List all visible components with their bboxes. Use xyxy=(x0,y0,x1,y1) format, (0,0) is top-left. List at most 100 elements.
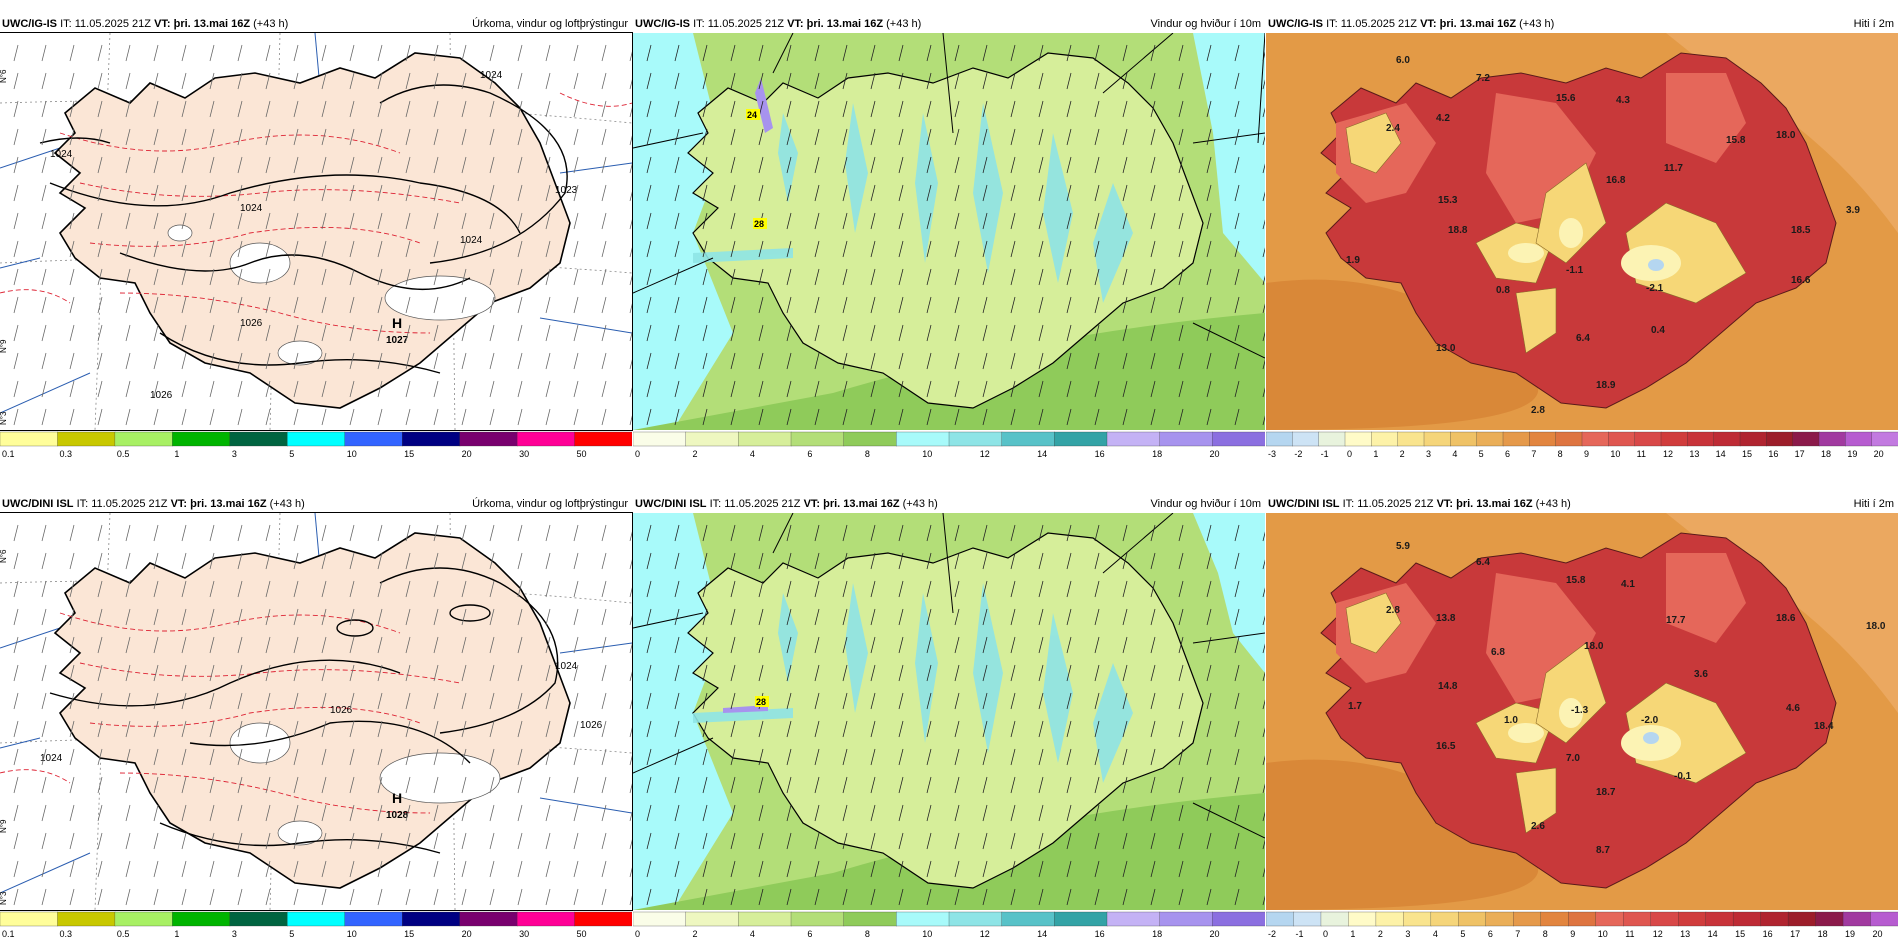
colorbar-swatch xyxy=(1212,431,1265,447)
wind-arrow xyxy=(545,184,551,202)
wind-arrow xyxy=(814,636,820,654)
wind-arrow xyxy=(1206,832,1212,850)
wind-arrow xyxy=(265,636,271,654)
wind-arrow xyxy=(1038,268,1044,286)
colorbar-label: 19 xyxy=(1845,929,1855,939)
wind-arrow xyxy=(293,72,299,90)
temperature-value: 6.8 xyxy=(1491,647,1505,658)
wind-arrow xyxy=(181,240,187,258)
wind-arrow xyxy=(545,268,551,286)
wind-arrow xyxy=(814,608,820,626)
wind-arrow xyxy=(41,352,47,370)
colorbar-swatch xyxy=(57,911,116,927)
temperature-value: 2.4 xyxy=(1386,123,1400,134)
wind-arrow xyxy=(814,296,820,314)
colorbar-swatch xyxy=(790,911,845,927)
wind-arrow xyxy=(97,324,103,342)
wind-arrow xyxy=(758,352,764,370)
wind-arrow xyxy=(601,72,607,90)
wind-arrow xyxy=(321,408,327,426)
colorbar-swatch xyxy=(574,911,632,927)
wind-arrow xyxy=(237,832,243,850)
wind-arrow xyxy=(573,268,579,286)
wind-arrow xyxy=(842,156,848,174)
wind-arrow xyxy=(1010,156,1016,174)
model-name: UWC/IG-IS xyxy=(635,18,690,30)
wind-arrow xyxy=(125,748,131,766)
wind-arrow xyxy=(758,608,764,626)
wind-arrow xyxy=(926,296,932,314)
wind-arrow xyxy=(1262,895,1265,906)
isobar-label: 1024 xyxy=(480,70,503,81)
wind-arrow xyxy=(1010,608,1016,626)
wind-arrow xyxy=(265,608,271,626)
wind-arrow xyxy=(1234,100,1240,118)
wind-arrow xyxy=(1206,44,1212,62)
wind-arrow xyxy=(1094,352,1100,370)
wind-arrow xyxy=(1122,128,1128,146)
wind-arrow xyxy=(1150,352,1156,370)
it-label: IT: xyxy=(1326,18,1338,30)
wind-arrow xyxy=(730,408,736,426)
wind-arrow xyxy=(982,860,988,878)
wind-arrow xyxy=(545,100,551,118)
wind-arrow xyxy=(517,608,523,626)
wind-arrow xyxy=(377,580,383,598)
wind-arrow xyxy=(758,184,764,202)
wind-arrow xyxy=(573,324,579,342)
wind-arrow xyxy=(573,408,579,426)
wind-arrow xyxy=(870,184,876,202)
wind-arrow xyxy=(1010,720,1016,738)
wind-arrow xyxy=(153,128,159,146)
temperature-value: 6.0 xyxy=(1396,55,1410,66)
wind-arrow xyxy=(1262,531,1265,542)
wind-arrow xyxy=(1234,832,1240,850)
colorbar-label: 12 xyxy=(980,929,990,939)
wind-arrow xyxy=(265,748,271,766)
wind-arrow xyxy=(1234,776,1240,794)
wind-arrow xyxy=(1178,524,1184,542)
wind-arrow xyxy=(629,643,632,654)
temperature-value: 16.8 xyxy=(1606,175,1626,186)
colorbar-label: 0.3 xyxy=(59,929,72,939)
wind-arrow xyxy=(209,240,215,258)
colorbar-swatch xyxy=(1787,911,1817,927)
colorbar-label: 17 xyxy=(1795,449,1805,459)
wind-arrow xyxy=(405,128,411,146)
wind-arrow xyxy=(1038,324,1044,342)
temperature-value: -0.1 xyxy=(1674,771,1692,782)
wind-arrow xyxy=(265,184,271,202)
colorbar-label: 5 xyxy=(1479,449,1484,459)
wind-arrow xyxy=(461,352,467,370)
temperature-value: 15.3 xyxy=(1438,195,1458,206)
wind-arrow xyxy=(870,580,876,598)
temperature-labels: 6.07.22.44.215.6 4.315.8 18.016.811.715.31… xyxy=(1346,55,1860,416)
colorbar-swatch xyxy=(1266,431,1293,447)
colorbar-swatch xyxy=(1650,911,1679,927)
colorbar-label: 0.3 xyxy=(59,449,72,459)
colorbar-swatch xyxy=(1344,431,1372,447)
wind-arrow xyxy=(786,296,792,314)
wind-arrow xyxy=(153,184,159,202)
colorbar-label: 4 xyxy=(1452,449,1457,459)
wind-arrow xyxy=(41,832,47,850)
wind-arrow xyxy=(1150,408,1156,426)
wind-arrow xyxy=(265,380,271,398)
wind-arrow xyxy=(489,184,495,202)
wind-arrow xyxy=(1206,720,1212,738)
wind-arrow xyxy=(489,664,495,682)
wind-arrow xyxy=(461,156,467,174)
wind-arrow xyxy=(1122,804,1128,822)
wind-arrow xyxy=(573,776,579,794)
wind-arrow xyxy=(1038,408,1044,426)
wind-arrow xyxy=(377,380,383,398)
wind-arrow xyxy=(730,128,736,146)
wind-arrow xyxy=(870,352,876,370)
wind-arrow xyxy=(1206,128,1212,146)
wind-arrow xyxy=(1094,776,1100,794)
wind-arrow xyxy=(926,324,932,342)
wind-arrow xyxy=(209,776,215,794)
valid-time: þri. 13.mai 16Z xyxy=(1456,498,1533,510)
wind-arrow xyxy=(842,212,848,230)
colorbar-label: 2 xyxy=(1400,449,1405,459)
